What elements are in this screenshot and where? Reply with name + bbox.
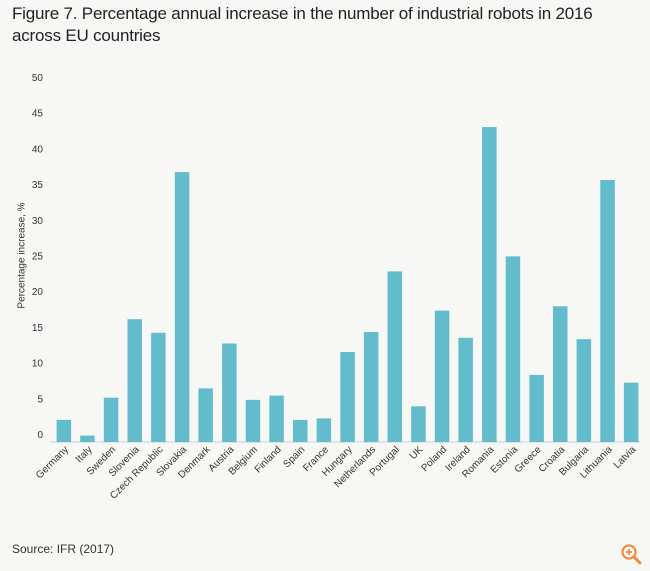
bar-romania — [482, 127, 497, 442]
chart-title: Figure 7. Percentage annual increase in … — [12, 4, 593, 45]
bar-netherlands — [363, 332, 379, 442]
bar-uk — [411, 406, 426, 442]
bar-slovakia — [174, 172, 190, 442]
bar-croatia — [553, 306, 568, 442]
y-tick-label: 40 — [32, 144, 44, 155]
bar-denmark — [198, 388, 213, 442]
bar-hungary — [340, 352, 355, 442]
y-tick-label: 20 — [32, 287, 44, 298]
y-tick-label: 35 — [32, 180, 44, 191]
x-tick-label: UK — [408, 444, 426, 462]
y-tick-label: 15 — [32, 323, 44, 334]
y-tick-label: 0 — [37, 430, 43, 441]
bar-austria — [222, 343, 237, 442]
x-tick-label: Latvia — [612, 444, 639, 471]
y-tick-label: 25 — [32, 252, 44, 263]
bar-bulgaria — [576, 339, 592, 442]
y-tick-label: 45 — [32, 109, 44, 120]
bar-greece — [529, 374, 544, 442]
bar-ireland — [458, 337, 473, 442]
bar-spain — [293, 419, 308, 442]
x-tick-label: Germany — [34, 444, 71, 481]
bar-france — [316, 418, 332, 442]
bar-latvia — [623, 382, 639, 442]
bar-czech-republic — [151, 332, 166, 442]
y-tick-label: 30 — [32, 216, 44, 227]
bar-estonia — [505, 256, 521, 442]
bar-lithuania — [600, 180, 615, 442]
x-tick-label: Finland — [253, 444, 284, 475]
bar-poland — [434, 310, 450, 442]
y-tick-label: 5 — [37, 394, 43, 405]
bar-slovenia — [127, 319, 142, 442]
bar-finland — [269, 395, 284, 442]
bar-belgium — [245, 399, 261, 442]
bar-sweden — [103, 397, 119, 442]
y-tick-label: 50 — [32, 73, 44, 84]
y-tick-label: 10 — [32, 359, 44, 370]
zoom-in-icon[interactable] — [620, 543, 642, 565]
bar-italy — [80, 435, 95, 442]
bar-portugal — [387, 271, 402, 442]
source-note: Source: IFR (2017) — [12, 542, 115, 556]
x-tick-label: Poland — [419, 444, 449, 474]
bar-germany — [56, 419, 72, 442]
